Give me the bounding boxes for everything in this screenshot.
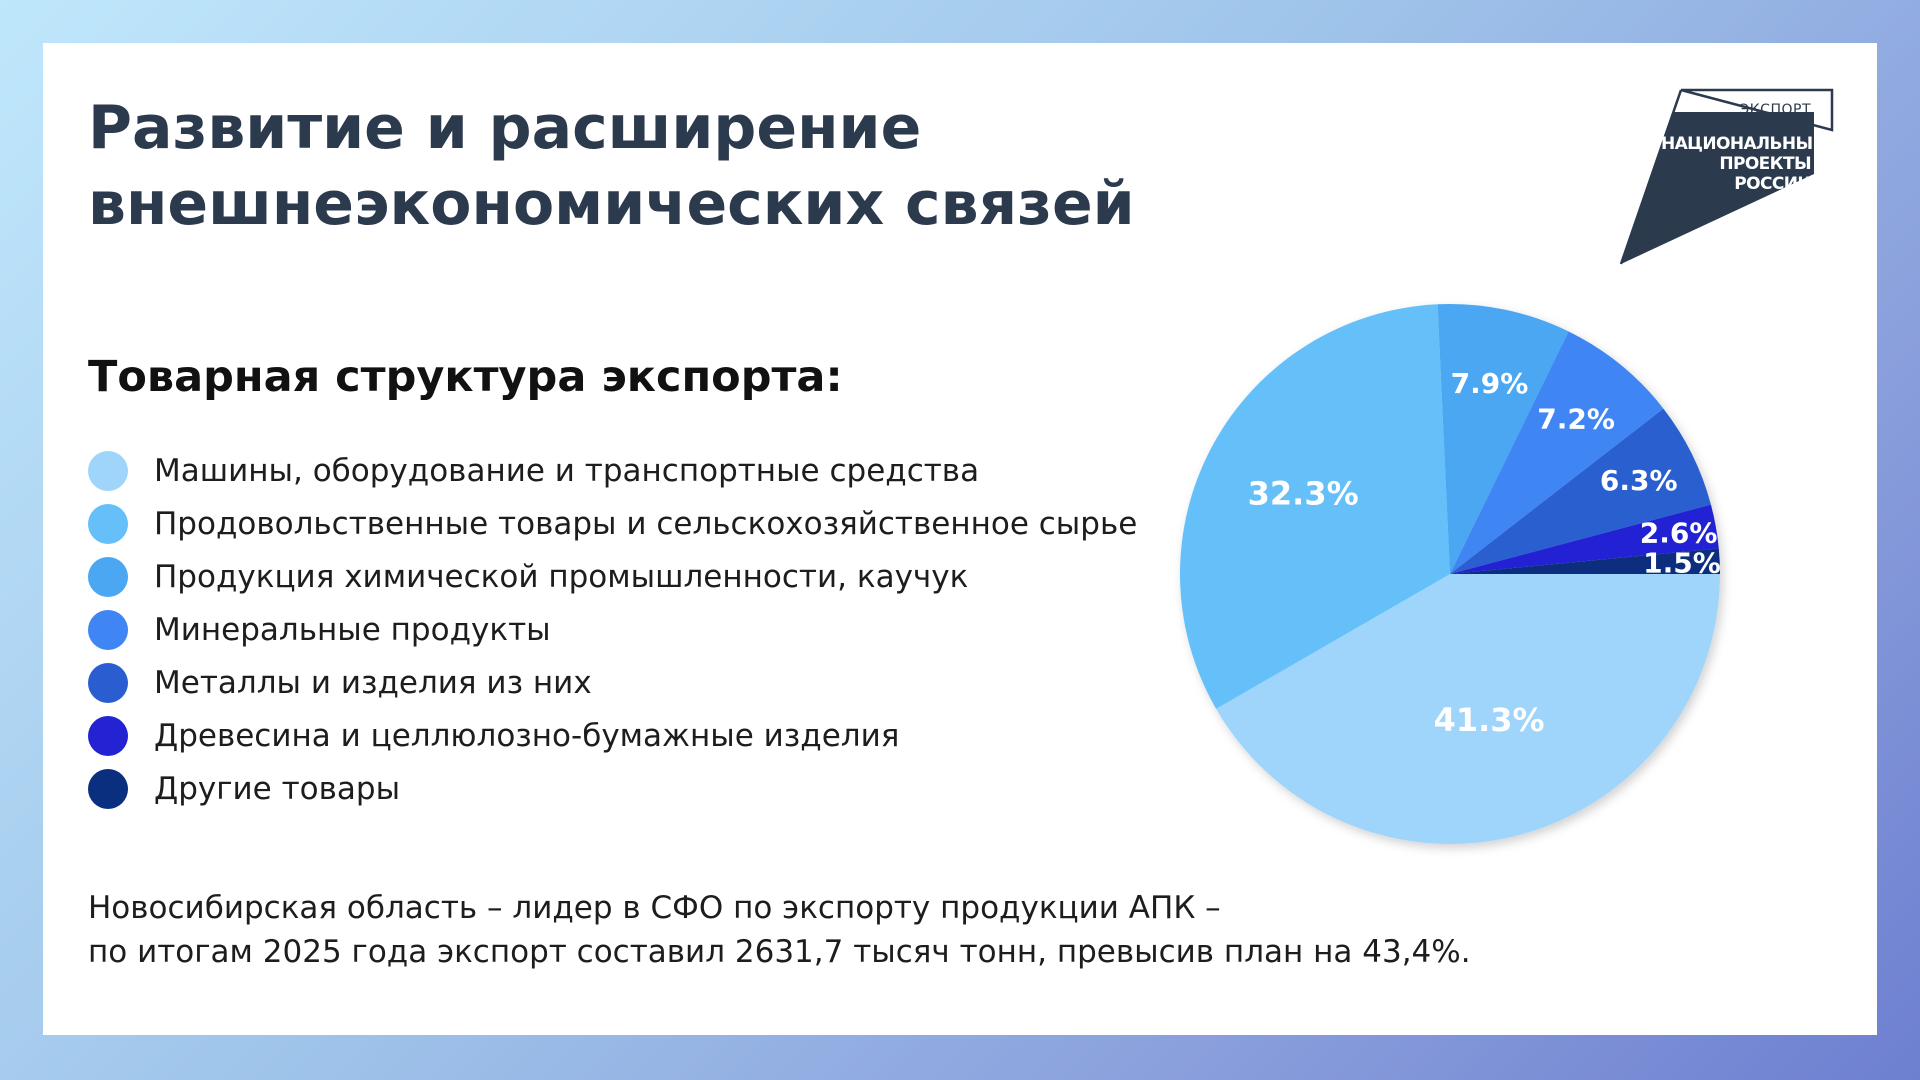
- legend-color-swatch: [88, 556, 128, 597]
- pie-value-labels: 41.3% 32.3% 7.9%7.2% 6.3% 2.6%1.5%: [1248, 367, 1721, 739]
- legend-label: Продовольственные товары и сельскохозяйс…: [154, 505, 1138, 542]
- footer-line-2: по итогам 2025 года экспорт составил 263…: [88, 934, 1471, 970]
- legend-label: Продукция химической промышленности, кау…: [154, 558, 969, 595]
- pie-slice: [1450, 331, 1664, 574]
- pie-slice: [1180, 304, 1450, 709]
- legend-color-swatch: [88, 503, 128, 544]
- pie-slices: [1180, 304, 1720, 844]
- legend-item: Древесина и целлюлозно-бумажные изделия: [88, 709, 1137, 762]
- pie-value-label: 7.2%: [1537, 403, 1615, 436]
- pie-value-label: 2.6%: [1640, 516, 1718, 549]
- logo-mark: [1619, 88, 1834, 265]
- legend-color-swatch: [88, 609, 128, 650]
- legend-color-swatch: [88, 715, 128, 756]
- legend-item: Другие товары: [88, 762, 1137, 815]
- legend-item: Металлы и изделия из них: [88, 656, 1137, 709]
- title-line-1: Развитие и расширение: [88, 93, 922, 163]
- legend-label: Машины, оборудование и транспортные сред…: [154, 452, 980, 489]
- legend-item: Минеральные продукты: [88, 603, 1137, 656]
- legend-label: Металлы и изделия из них: [154, 664, 592, 701]
- legend-item: Продукция химической промышленности, кау…: [88, 550, 1137, 603]
- pie-slice: [1437, 304, 1569, 574]
- pie-slice: [1216, 574, 1720, 844]
- logo-top-text: ЭКСПОРТ: [1739, 102, 1811, 118]
- legend-label: Минеральные продукты: [154, 611, 551, 648]
- title-line-2: внешнеэкономических связей: [88, 169, 1135, 239]
- export-structure-pie-chart: 41.3% 32.3% 7.9%7.2% 6.3% 2.6%1.5%: [1180, 304, 1721, 844]
- section-subtitle: Товарная структура экспорта:: [88, 352, 843, 402]
- chart-legend: Машины, оборудование и транспортные сред…: [88, 444, 1137, 815]
- logo-main-text: НАЦИОНАЛЬНЫЕ ПРОЕКТЫ РОССИИ: [1661, 134, 1824, 194]
- footer-note: Новосибирская область – лидер в СФО по э…: [88, 886, 1471, 974]
- footer-line-1: Новосибирская область – лидер в СФО по э…: [88, 890, 1221, 926]
- legend-color-swatch: [88, 450, 128, 491]
- legend-color-swatch: [88, 662, 128, 703]
- pie-value-label: 1.5%: [1643, 546, 1721, 579]
- legend-label: Древесина и целлюлозно-бумажные изделия: [154, 717, 900, 754]
- legend-item: Машины, оборудование и транспортные сред…: [88, 444, 1137, 497]
- pie-value-label: 32.3%: [1248, 475, 1359, 513]
- pie-value-label: 6.3%: [1600, 464, 1678, 497]
- pie-slice: [1450, 504, 1719, 574]
- pie-slice: [1450, 548, 1720, 574]
- legend-item: Продовольственные товары и сельскохозяйс…: [88, 497, 1137, 550]
- national-projects-logo: ЭКСПОРТ НАЦИОНАЛЬНЫЕ ПРОЕКТЫ РОССИИ: [1615, 88, 1835, 268]
- pie-slice: [1450, 408, 1711, 574]
- legend-label: Другие товары: [154, 770, 401, 807]
- pie-value-label: 41.3%: [1434, 701, 1545, 739]
- legend-color-swatch: [88, 768, 128, 809]
- pie-value-label: 7.9%: [1451, 367, 1529, 400]
- page-title: Развитие и расширение внешнеэкономически…: [88, 90, 1288, 242]
